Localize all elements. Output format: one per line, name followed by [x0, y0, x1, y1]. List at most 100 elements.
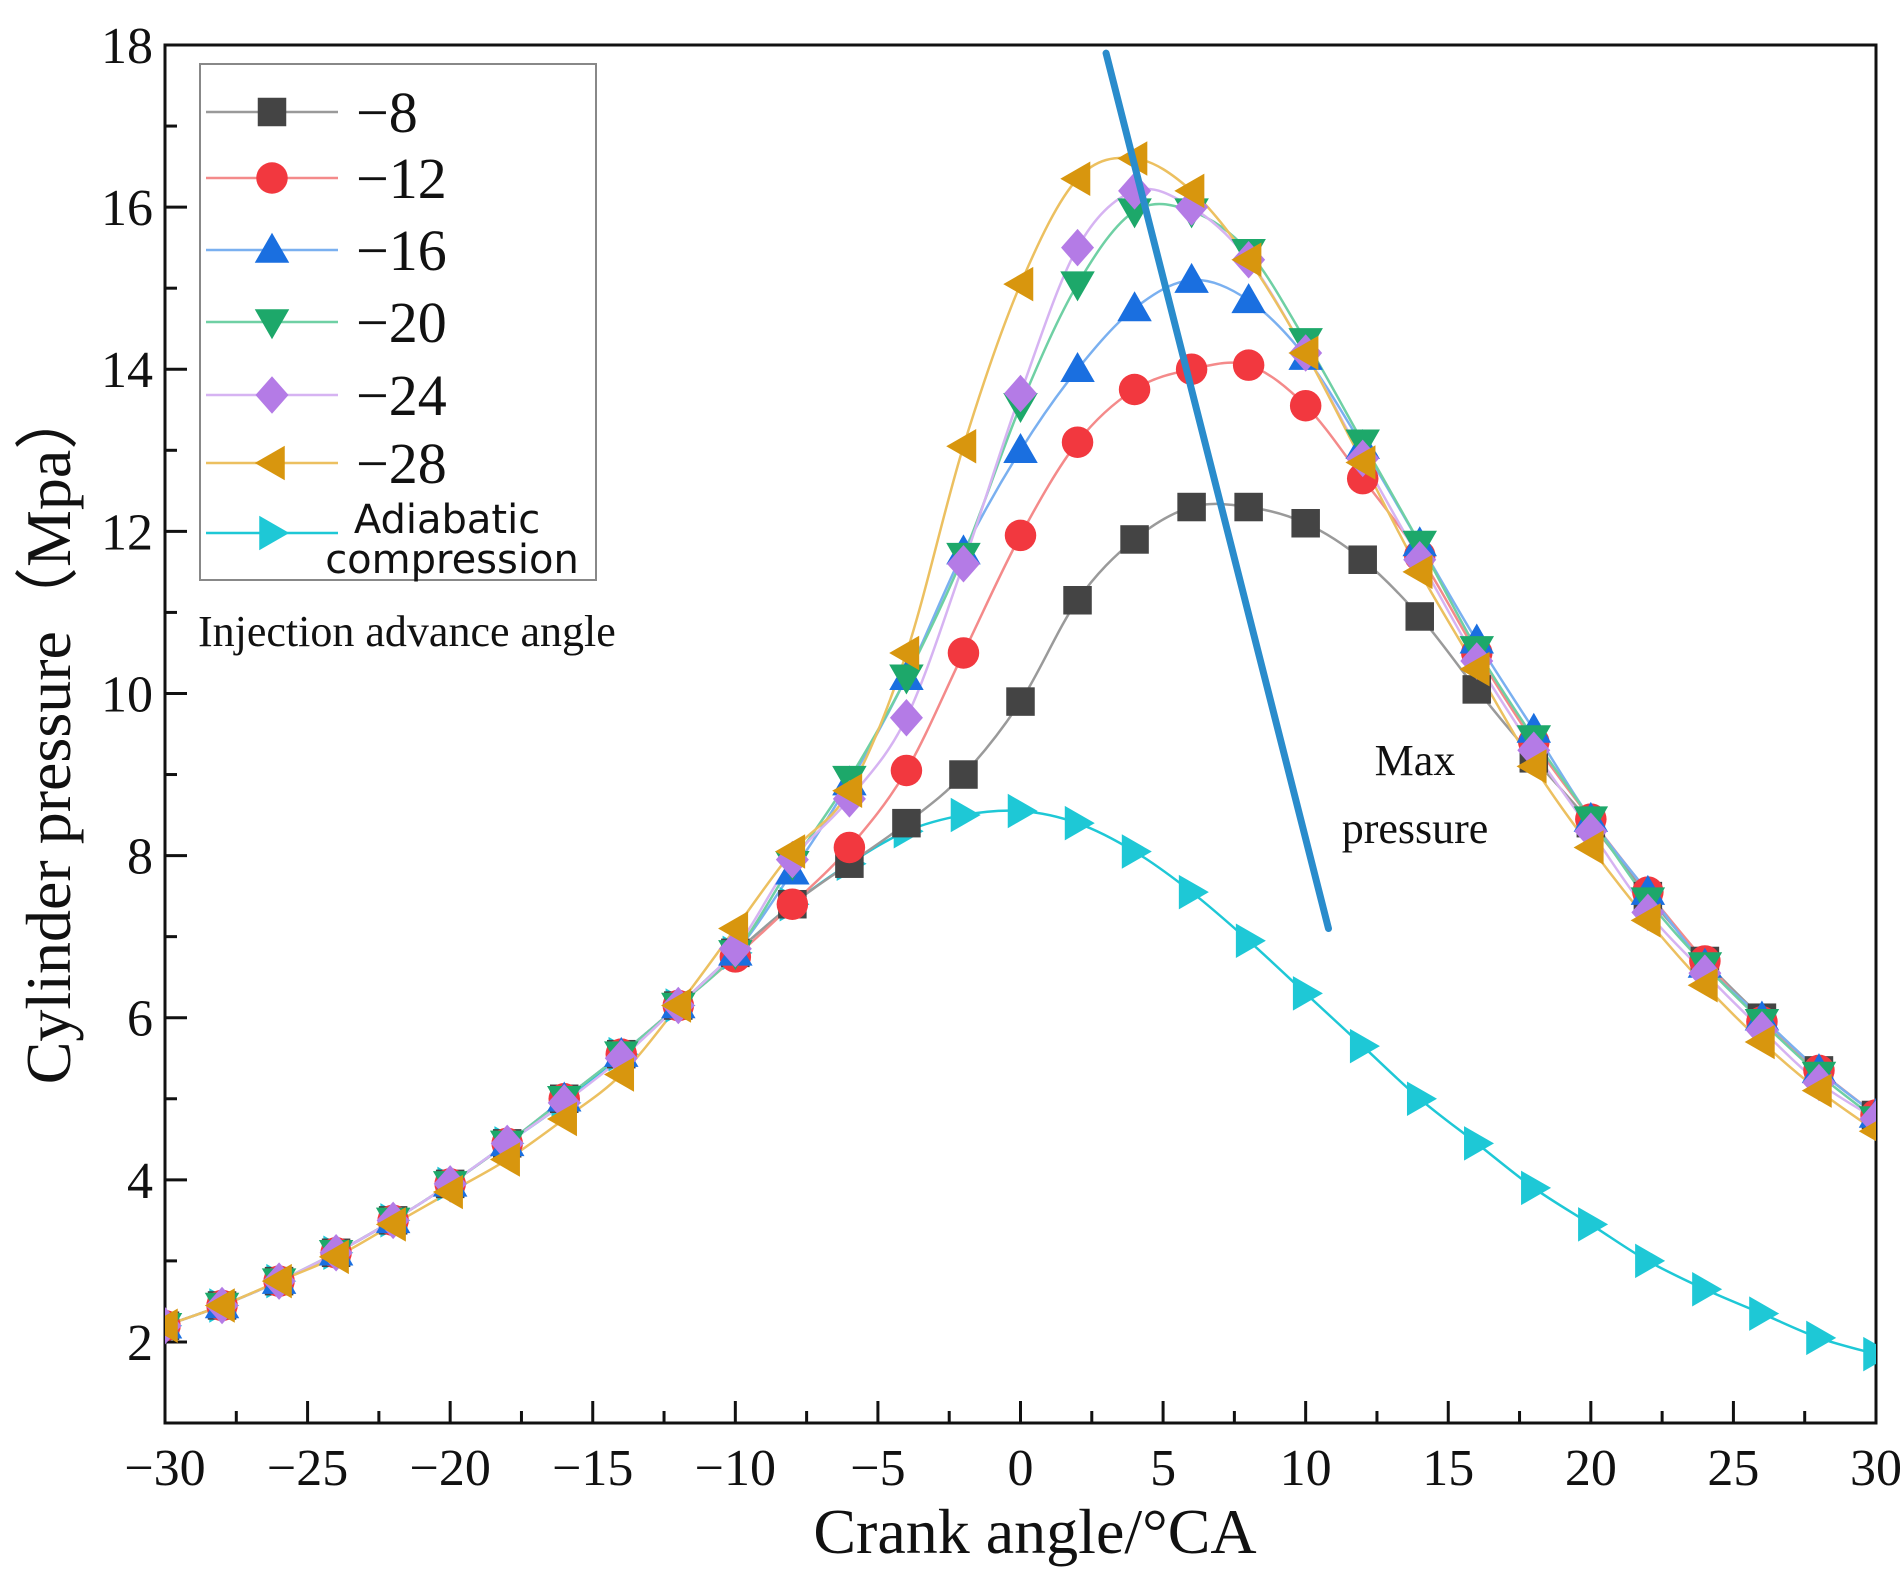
legend-label-adiabatic-line2: compression [325, 537, 579, 583]
data-point [775, 834, 806, 869]
data-point [165, 1308, 178, 1343]
data-point [833, 831, 866, 864]
data-point [604, 1057, 635, 1092]
x-tick-label: −30 [124, 1440, 205, 1497]
data-point [1174, 262, 1209, 293]
x-tick-label: 25 [1707, 1440, 1759, 1497]
y-tick-label: 10 [101, 666, 153, 723]
y-tick-label: 8 [127, 829, 153, 886]
data-point [718, 911, 749, 946]
max-pressure-label-line1: Max [1375, 736, 1456, 785]
legend-label: −8 [356, 80, 418, 145]
data-point [889, 699, 923, 737]
data-point [1061, 426, 1094, 458]
data-point [1291, 508, 1320, 538]
y-tick-label: 2 [127, 1315, 153, 1372]
data-point [1687, 968, 1718, 1003]
data-point [1692, 1272, 1723, 1307]
data-point [1121, 834, 1152, 869]
data-point [1573, 830, 1604, 865]
data-point [1749, 1296, 1780, 1331]
series-markers-5 [165, 141, 1876, 1343]
data-point [1007, 793, 1038, 829]
y-tick-label: 14 [101, 342, 153, 399]
data-point [1292, 976, 1323, 1011]
data-point [1060, 351, 1095, 382]
data-point [1405, 602, 1434, 631]
data-point [1630, 903, 1661, 938]
data-point [1006, 687, 1035, 716]
legend: −8−12 −16 −20 −24−28 Adiabatic compression [199, 63, 597, 583]
data-point [1801, 1073, 1832, 1108]
data-point [1003, 266, 1034, 302]
x-tick-label: 0 [1008, 1440, 1034, 1497]
x-tick-label: −25 [267, 1440, 348, 1497]
x-tick-label: −15 [552, 1440, 633, 1497]
data-point [661, 988, 692, 1023]
data-point [1064, 805, 1095, 841]
legend-label: −28 [356, 431, 447, 496]
data-point [1177, 492, 1206, 522]
data-point [546, 1101, 577, 1137]
data-point [1060, 161, 1091, 196]
x-tick-label: −10 [695, 1440, 776, 1497]
y-tick-label: 16 [101, 180, 153, 237]
data-point [946, 428, 977, 464]
data-point [1060, 271, 1095, 302]
legend-title: Injection advance angle [198, 607, 616, 656]
data-point [1231, 242, 1262, 278]
legend-marker [255, 376, 289, 414]
y-axis-title: Cylinder pressure（Mpa） [13, 386, 84, 1085]
data-point [892, 808, 921, 838]
data-point [947, 637, 980, 669]
legend-label: −24 [356, 363, 447, 428]
data-point [1858, 1121, 1876, 1142]
data-point [432, 1174, 463, 1210]
data-point [318, 1239, 349, 1275]
data-point [1288, 335, 1319, 371]
legend-marker [254, 309, 290, 340]
data-point [889, 635, 920, 671]
x-tick-label: 5 [1150, 1440, 1176, 1497]
data-point [1117, 291, 1152, 322]
max-pressure-line [1102, 49, 1332, 933]
legend-entries: −8−12 −16 −20 −24−28 [206, 80, 447, 551]
data-point [1578, 1207, 1609, 1242]
data-point [1345, 445, 1376, 480]
data-point [890, 754, 923, 787]
legend-label: −20 [356, 290, 447, 355]
data-point [1234, 492, 1263, 522]
legend-marker [254, 445, 285, 481]
data-point [1863, 1336, 1876, 1372]
data-point [1178, 874, 1209, 910]
max-pressure-label-line2: pressure [1342, 804, 1489, 853]
data-point [1004, 374, 1037, 413]
x-axis-title: Crank angle/°CA [813, 1496, 1256, 1567]
data-point [1806, 1320, 1837, 1356]
data-point [1464, 1126, 1495, 1161]
series-layer [165, 141, 1876, 1372]
data-point [1521, 1170, 1552, 1206]
data-point [1635, 1243, 1666, 1279]
data-point [204, 1288, 235, 1323]
data-point [1402, 554, 1433, 590]
legend-label-adiabatic-line1: Adiabatic [354, 497, 540, 543]
legend-marker [257, 97, 287, 127]
legend-label: −12 [356, 146, 447, 211]
data-point [1289, 389, 1322, 422]
data-point [1349, 1028, 1380, 1064]
y-tick-label: 18 [101, 18, 153, 75]
x-tick-label: −20 [410, 1440, 491, 1497]
y-tick-label: 12 [101, 504, 153, 561]
data-point [1120, 525, 1149, 554]
legend-label: −16 [356, 218, 447, 283]
data-point [832, 773, 863, 808]
legend-marker [259, 515, 290, 551]
data-point [1232, 349, 1265, 381]
data-point [1004, 519, 1037, 552]
y-tick-label: 4 [127, 1153, 153, 1210]
data-point [261, 1263, 292, 1299]
data-point [946, 545, 980, 583]
data-point [1174, 173, 1205, 209]
